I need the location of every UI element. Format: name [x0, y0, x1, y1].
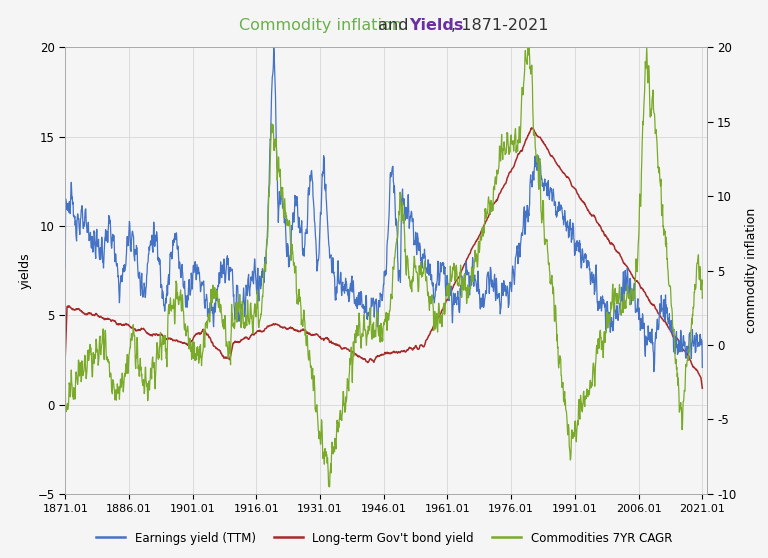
Commodities 7YR CAGR — [535, 155, 545, 162]
Commodities 7YR CAGR — [264, 193, 273, 200]
Earnings yield (TTM) — [535, 162, 545, 169]
Text: Commodity inflation: Commodity inflation — [239, 18, 402, 32]
Commodities 7YR CAGR — [270, 141, 280, 148]
Text: Yields: Yields — [409, 18, 463, 32]
Earnings yield (TTM) — [697, 364, 707, 371]
Long-term Gov't bond yield — [139, 326, 148, 333]
Commodities 7YR CAGR — [139, 382, 148, 388]
Text: , 1871-2021: , 1871-2021 — [451, 18, 548, 32]
Text: and: and — [373, 18, 414, 32]
Earnings yield (TTM) — [78, 203, 87, 209]
Line: Long-term Gov't bond yield: Long-term Gov't bond yield — [65, 128, 702, 388]
Long-term Gov't bond yield — [535, 134, 545, 141]
Commodities 7YR CAGR — [349, 339, 358, 345]
Commodities 7YR CAGR — [642, 44, 651, 50]
Line: Commodities 7YR CAGR: Commodities 7YR CAGR — [65, 47, 702, 487]
Legend: Earnings yield (TTM), Long-term Gov't bond yield, Commodities 7YR CAGR: Earnings yield (TTM), Long-term Gov't bo… — [91, 527, 677, 549]
Earnings yield (TTM) — [139, 288, 148, 295]
Y-axis label: commodity inflation: commodity inflation — [744, 208, 757, 333]
Y-axis label: yields: yields — [19, 252, 32, 289]
Earnings yield (TTM) — [61, 265, 70, 272]
Long-term Gov't bond yield — [270, 321, 280, 328]
Commodities 7YR CAGR — [78, 358, 87, 364]
Earnings yield (TTM) — [269, 44, 278, 51]
Line: Earnings yield (TTM): Earnings yield (TTM) — [65, 47, 702, 372]
Long-term Gov't bond yield — [697, 385, 707, 392]
Long-term Gov't bond yield — [61, 353, 70, 359]
Earnings yield (TTM) — [270, 81, 280, 88]
Long-term Gov't bond yield — [527, 124, 536, 131]
Earnings yield (TTM) — [649, 368, 658, 375]
Long-term Gov't bond yield — [349, 348, 358, 355]
Commodities 7YR CAGR — [697, 295, 707, 302]
Long-term Gov't bond yield — [264, 323, 273, 329]
Earnings yield (TTM) — [349, 277, 358, 284]
Commodities 7YR CAGR — [324, 483, 333, 490]
Earnings yield (TTM) — [264, 181, 273, 187]
Long-term Gov't bond yield — [78, 309, 87, 315]
Commodities 7YR CAGR — [61, 383, 70, 389]
